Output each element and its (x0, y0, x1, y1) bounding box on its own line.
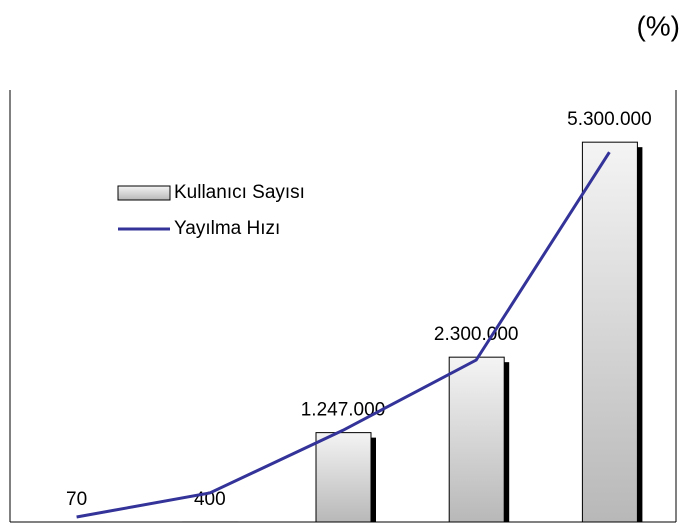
bar (582, 142, 637, 522)
legend-label: Kullanıcı Sayısı (174, 182, 305, 203)
data-label: 5.300.000 (567, 109, 652, 130)
data-label: 1.247.000 (301, 400, 386, 421)
data-label: 2.300.000 (434, 324, 519, 345)
legend-label: Yayılma Hızı (174, 218, 280, 239)
bar (449, 357, 504, 522)
legend-swatch (118, 186, 170, 200)
data-label: 70 (66, 489, 87, 510)
unit-label: (%) (636, 10, 680, 41)
bar (316, 433, 371, 522)
